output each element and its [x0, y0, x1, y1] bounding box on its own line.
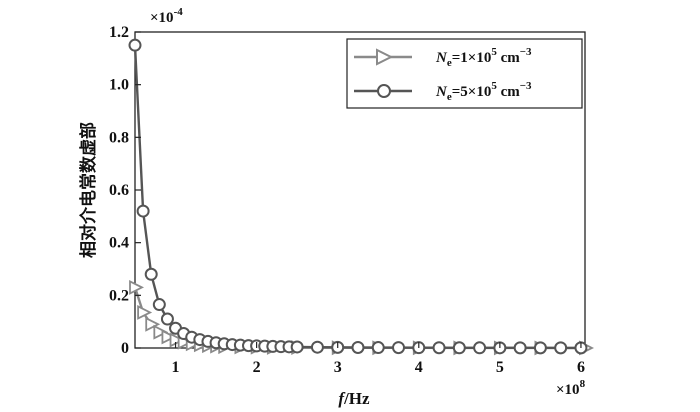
y-tick-label: 1.0 [109, 77, 129, 94]
x-multiplier-exponent: 8 [580, 378, 586, 390]
data-point [152, 298, 166, 312]
y-tick-label: 0.8 [109, 129, 129, 146]
legend-label-1: Ne=1×105 cm−3 [435, 46, 532, 69]
data-point [392, 341, 406, 355]
legend-marker-triangle [376, 48, 394, 66]
y-multiplier-base: ×10 [150, 10, 174, 26]
y-multiplier-exponent: -4 [174, 6, 184, 18]
data-point [371, 341, 385, 355]
data-point [533, 341, 547, 355]
y-tick-label: 0.6 [109, 182, 129, 199]
x-axis-multiplier: ×108 [556, 378, 586, 398]
data-point [169, 332, 185, 348]
x-axis-unit: /Hz [343, 389, 370, 408]
y-axis-title: 相对介电常数虚部 [78, 122, 98, 258]
y-tick-label: 0 [121, 340, 129, 357]
data-point [473, 341, 487, 355]
data-point [290, 340, 304, 354]
data-point [513, 341, 527, 355]
x-tick-label: 1 [172, 359, 180, 376]
legend-label-2: Ne=5×105 cm−3 [435, 80, 532, 103]
legend-marker-circle [377, 84, 391, 98]
data-point [153, 324, 169, 340]
x-axis-variable: f [338, 389, 346, 408]
legend-entry-1: Ne=1×105 cm−3 [354, 46, 532, 69]
data-point [554, 341, 568, 355]
data-point [161, 329, 177, 345]
y-tick-label: 0.2 [109, 287, 129, 304]
x-tick-label: 5 [496, 359, 504, 376]
data-point [128, 38, 142, 52]
x-tick-label: 2 [253, 359, 261, 376]
y-tick-label: 1.2 [109, 24, 129, 41]
x-axis: 1 2 3 4 5 6 [172, 342, 585, 376]
data-point [160, 312, 174, 326]
data-point [137, 304, 153, 320]
data-point [129, 279, 145, 295]
x-tick-label: 4 [415, 359, 423, 376]
x-axis-title: f/Hz [338, 389, 370, 408]
data-point [145, 316, 161, 332]
x-tick-label: 3 [334, 359, 342, 376]
y-axis: 0 0.2 0.4 0.6 0.8 1.0 1.2 [109, 24, 141, 357]
data-point [136, 204, 150, 218]
series-2 [128, 38, 588, 355]
data-point [432, 341, 446, 355]
legend: Ne=1×105 cm−3 Ne=5×105 cm−3 [346, 38, 583, 109]
data-point [144, 267, 158, 281]
data-point [310, 340, 324, 354]
x-multiplier-base: ×10 [556, 382, 580, 398]
data-point [351, 340, 365, 354]
legend-entry-2: Ne=5×105 cm−3 [354, 80, 532, 103]
series-layer [128, 38, 595, 356]
y-tick-label: 0.4 [109, 235, 129, 252]
y-axis-multiplier: ×10-4 [150, 6, 183, 26]
x-tick-label: 6 [577, 359, 585, 376]
data-point [452, 341, 466, 355]
